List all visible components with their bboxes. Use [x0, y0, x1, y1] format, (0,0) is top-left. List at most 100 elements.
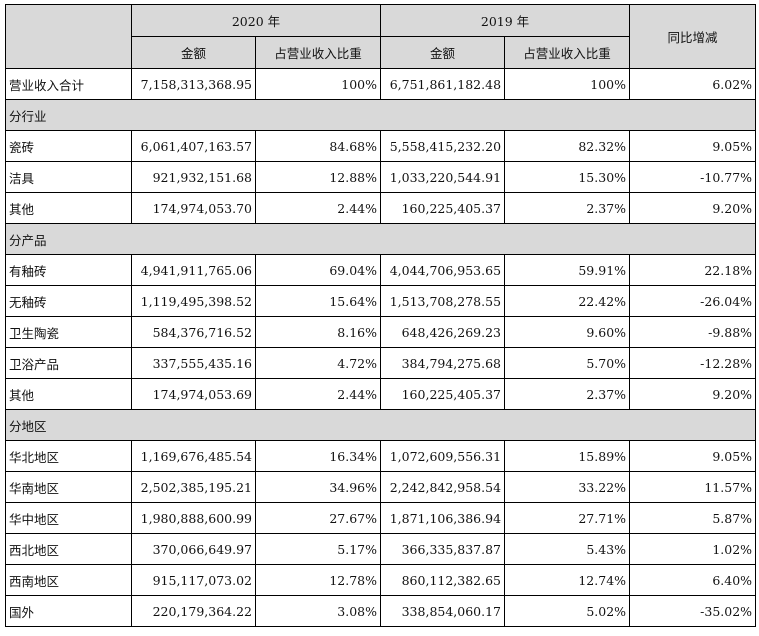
amount-2019-cell: 384,794,275.68: [380, 347, 506, 379]
amount-2020-cell: 6,061,407,163.57: [131, 130, 256, 162]
table-row: 卫浴产品 337,555,435.16 4.72% 384,794,275.68 5.7…: [5, 347, 757, 379]
ratio-2019-cell: 9.60%: [504, 316, 631, 348]
ratio-2019-cell: 15.89%: [504, 440, 631, 472]
amount-2019-cell: 1,513,708,278.55: [380, 285, 506, 317]
table-row: 华中地区 1,980,888,600.99 27.67% 1,871,106,386.…: [5, 502, 757, 534]
table-row: 华南地区 2,502,385,195.21 34.96% 2,242,842,958.…: [5, 471, 757, 503]
ratio-2019-cell: 2.37%: [504, 192, 631, 224]
header-ratio-2020: 占营业收入比重: [254, 36, 382, 69]
ratio-2019-cell: 2.37%: [504, 378, 631, 410]
ratio-2019-cell: 59.91%: [504, 254, 631, 286]
amount-2020-cell: 2,502,385,195.21: [131, 471, 256, 503]
total-ratio-2019: 100%: [504, 68, 631, 100]
header-corner-cell: [5, 4, 132, 69]
section-header-row: 分产品: [4, 223, 757, 255]
amount-2020-cell: 921,932,151.68: [131, 161, 256, 193]
amount-2019-cell: 860,112,382.65: [380, 564, 506, 596]
table-body: 营业收入合计 7,158,313,368.95 100% 6,751,861,1…: [4, 68, 757, 627]
total-amount-2019: 6,751,861,182.48: [380, 68, 506, 100]
ratio-2020-cell: 15.64%: [254, 285, 382, 317]
ratio-2020-cell: 4.72%: [254, 347, 382, 379]
yoy-cell: -9.88%: [629, 316, 757, 348]
table-row: 有釉砖 4,941,911,765.06 69.04% 4,044,706,953.6…: [5, 254, 757, 286]
header-amount-2019: 金额: [380, 36, 506, 69]
amount-2020-cell: 174,974,053.69: [131, 378, 256, 410]
header-row-years: 2020 年 2019 年 同比增减: [5, 4, 757, 69]
section-title: 分地区: [4, 409, 757, 441]
row-label: 无釉砖: [5, 285, 132, 317]
yoy-cell: -10.77%: [629, 161, 757, 193]
amount-2019-cell: 160,225,405.37: [380, 192, 506, 224]
ratio-2020-cell: 84.68%: [254, 130, 382, 162]
amount-2020-cell: 174,974,053.70: [131, 192, 256, 224]
ratio-2019-cell: 15.30%: [504, 161, 631, 193]
header-amount-2020: 金额: [131, 36, 256, 69]
section-title: 分产品: [4, 223, 757, 255]
amount-2019-cell: 366,335,837.87: [380, 533, 506, 565]
amount-2020-cell: 4,941,911,765.06: [131, 254, 256, 286]
table-row: 其他 174,974,053.70 2.44% 160,225,405.37 2.37%…: [5, 192, 757, 224]
ratio-2020-cell: 2.44%: [254, 192, 382, 224]
ratio-2019-cell: 5.02%: [504, 595, 631, 627]
row-label: 洁具: [5, 161, 132, 193]
total-amount-2020: 7,158,313,368.95: [131, 68, 256, 100]
yoy-cell: 22.18%: [629, 254, 757, 286]
ratio-2020-cell: 12.78%: [254, 564, 382, 596]
row-label: 西南地区: [5, 564, 132, 596]
amount-2019-cell: 5,558,415,232.20: [380, 130, 506, 162]
yoy-cell: -12.28%: [629, 347, 757, 379]
ratio-2019-cell: 27.71%: [504, 502, 631, 534]
ratio-2020-cell: 69.04%: [254, 254, 382, 286]
ratio-2020-cell: 27.67%: [254, 502, 382, 534]
row-label: 其他: [5, 192, 132, 224]
table-row: 无釉砖 1,119,495,398.52 15.64% 1,513,708,278.5…: [5, 285, 757, 317]
ratio-2020-cell: 3.08%: [254, 595, 382, 627]
total-yoy: 6.02%: [629, 68, 757, 100]
amount-2019-cell: 648,426,269.23: [380, 316, 506, 348]
ratio-2019-cell: 5.43%: [504, 533, 631, 565]
table-row: 瓷砖 6,061,407,163.57 84.68% 5,558,415,232.20…: [5, 130, 757, 162]
amount-2019-cell: 1,072,609,556.31: [380, 440, 506, 472]
header-year-2019: 2019 年: [380, 4, 631, 37]
row-label: 华北地区: [5, 440, 132, 472]
table-row: 华北地区 1,169,676,485.54 16.34% 1,072,609,556.…: [5, 440, 757, 472]
header-ratio-2019: 占营业收入比重: [504, 36, 631, 69]
yoy-cell: -26.04%: [629, 285, 757, 317]
ratio-2020-cell: 34.96%: [254, 471, 382, 503]
ratio-2020-cell: 12.88%: [254, 161, 382, 193]
section-title: 分行业: [4, 99, 757, 131]
header-row-columns: 金额 占营业收入比重 金额 占营业收入比重: [6, 36, 756, 69]
yoy-cell: 6.40%: [629, 564, 757, 596]
yoy-cell: 9.20%: [629, 378, 757, 410]
row-label: 卫浴产品: [5, 347, 132, 379]
revenue-breakdown-table: 2020 年 2019 年 同比增减 金额 占营业收入比重 金额 占营业收入比重…: [4, 4, 757, 627]
amount-2020-cell: 915,117,073.02: [131, 564, 256, 596]
amount-2019-cell: 4,044,706,953.65: [380, 254, 506, 286]
ratio-2019-cell: 5.70%: [504, 347, 631, 379]
section-header-row: 分地区: [4, 409, 757, 441]
ratio-2020-cell: 8.16%: [254, 316, 382, 348]
yoy-cell: 1.02%: [629, 533, 757, 565]
total-ratio-2020: 100%: [254, 68, 382, 100]
yoy-cell: 9.20%: [629, 192, 757, 224]
amount-2019-cell: 2,242,842,958.54: [380, 471, 506, 503]
yoy-cell: 9.05%: [629, 130, 757, 162]
row-label: 其他: [5, 378, 132, 410]
amount-2020-cell: 1,119,495,398.52: [131, 285, 256, 317]
row-label: 瓷砖: [5, 130, 132, 162]
table-row: 西北地区 370,066,649.97 5.17% 366,335,837.87 5.4…: [5, 533, 757, 565]
table-row: 西南地区 915,117,073.02 12.78% 860,112,382.65 12…: [5, 564, 757, 596]
row-label: 华中地区: [5, 502, 132, 534]
row-label: 华南地区: [5, 471, 132, 503]
yoy-cell: 5.87%: [629, 502, 757, 534]
yoy-cell: -35.02%: [629, 595, 757, 627]
amount-2019-cell: 1,033,220,544.91: [380, 161, 506, 193]
ratio-2020-cell: 5.17%: [254, 533, 382, 565]
ratio-2020-cell: 2.44%: [254, 378, 382, 410]
header-yoy-change: 同比增减: [629, 4, 757, 69]
amount-2019-cell: 160,225,405.37: [380, 378, 506, 410]
yoy-cell: 11.57%: [629, 471, 757, 503]
ratio-2019-cell: 22.42%: [504, 285, 631, 317]
section-header-row: 分行业: [4, 99, 757, 131]
ratio-2019-cell: 12.74%: [504, 564, 631, 596]
